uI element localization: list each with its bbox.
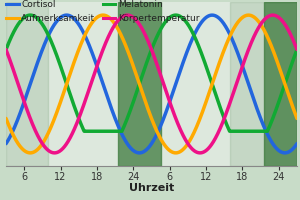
Legend: Cortisol, Aufmerksamkeit, Melatonin, Körpertemperatur: Cortisol, Aufmerksamkeit, Melatonin, Kör… [6,0,200,23]
Bar [6,2,48,166]
X-axis label: Uhrzeit: Uhrzeit [129,183,174,193]
Bar [264,2,297,166]
Bar [230,2,297,166]
Bar [118,2,160,166]
